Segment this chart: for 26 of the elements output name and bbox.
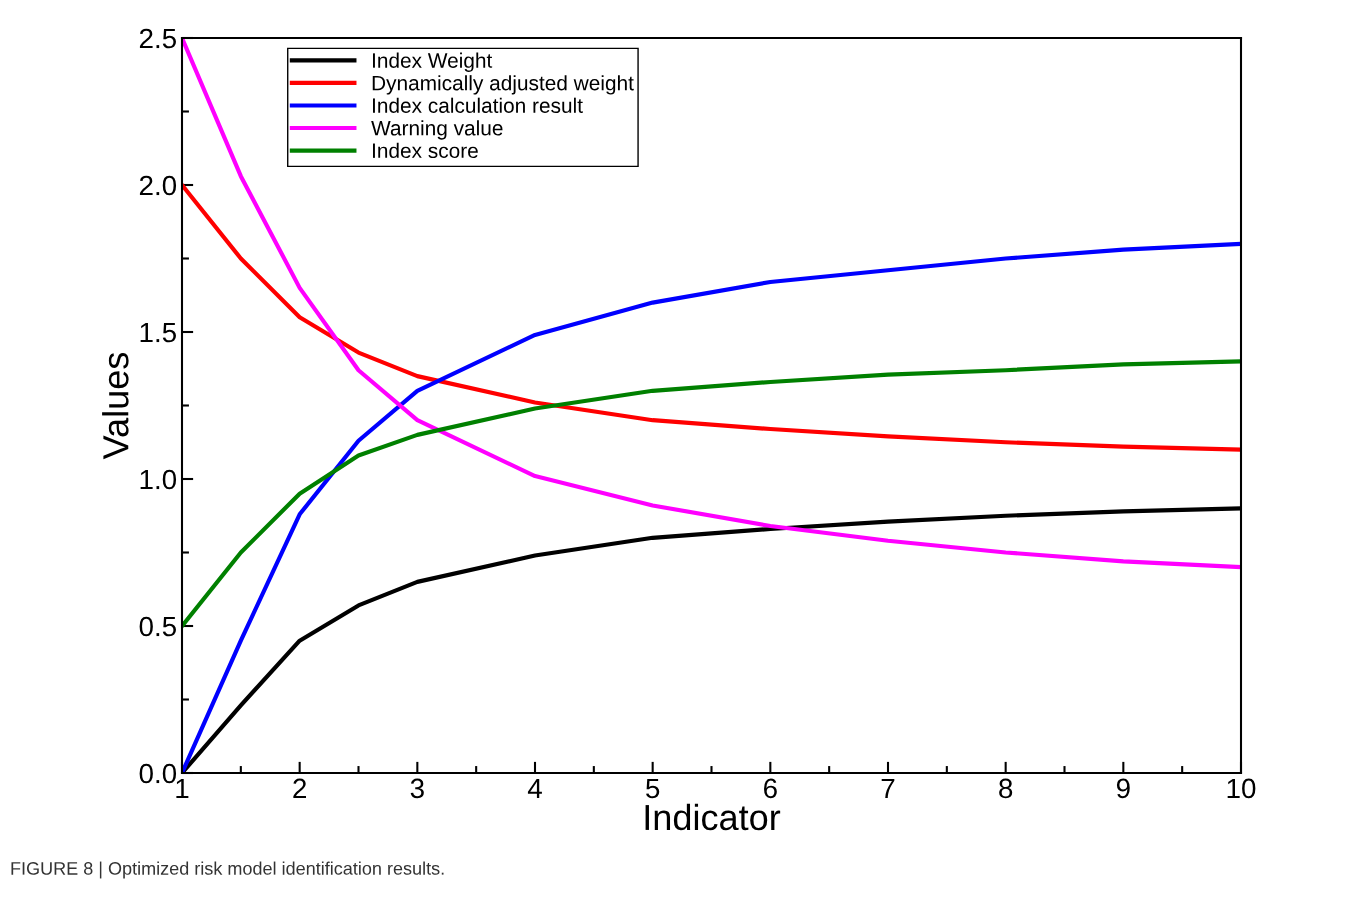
x-tick-label: 3 <box>410 778 424 799</box>
x-tick-label: 1 <box>176 778 189 798</box>
x-tick-label: 10 <box>1227 778 1256 799</box>
x-tick-label: 4 <box>527 778 542 798</box>
y-tick-label: 1.0 <box>140 469 177 490</box>
legend-label: Warning value <box>371 120 503 140</box>
legend-label: Index calculation result <box>372 97 583 113</box>
x-tick-label: 5 <box>646 778 660 799</box>
x-tick-label: 2 <box>293 778 306 798</box>
x-tick-label: 6 <box>764 778 777 799</box>
y-tick-label: 2.0 <box>139 175 177 196</box>
y-tick-label: 1.5 <box>140 322 176 343</box>
x-tick-label: 7 <box>881 778 895 798</box>
x-tick-label: 8 <box>999 778 1013 799</box>
legend-label: Index score <box>372 142 478 159</box>
line-series <box>182 182 1241 452</box>
y-axis-title: Values <box>102 352 129 460</box>
legend-label: Index Weight <box>372 52 493 72</box>
legend-label: Dynamically adjusted weight <box>372 75 634 95</box>
y-tick-label: 0.5 <box>139 616 176 637</box>
x-axis-title: Indicator <box>645 803 781 831</box>
y-tick-label: 2.5 <box>139 28 176 49</box>
line-series <box>182 359 1241 629</box>
caption: FIGURE 8 | Optimized risk model identification results. <box>11 861 444 879</box>
x-tick-label: 9 <box>1116 778 1130 799</box>
y-tick-label: 0.0 <box>139 763 177 784</box>
